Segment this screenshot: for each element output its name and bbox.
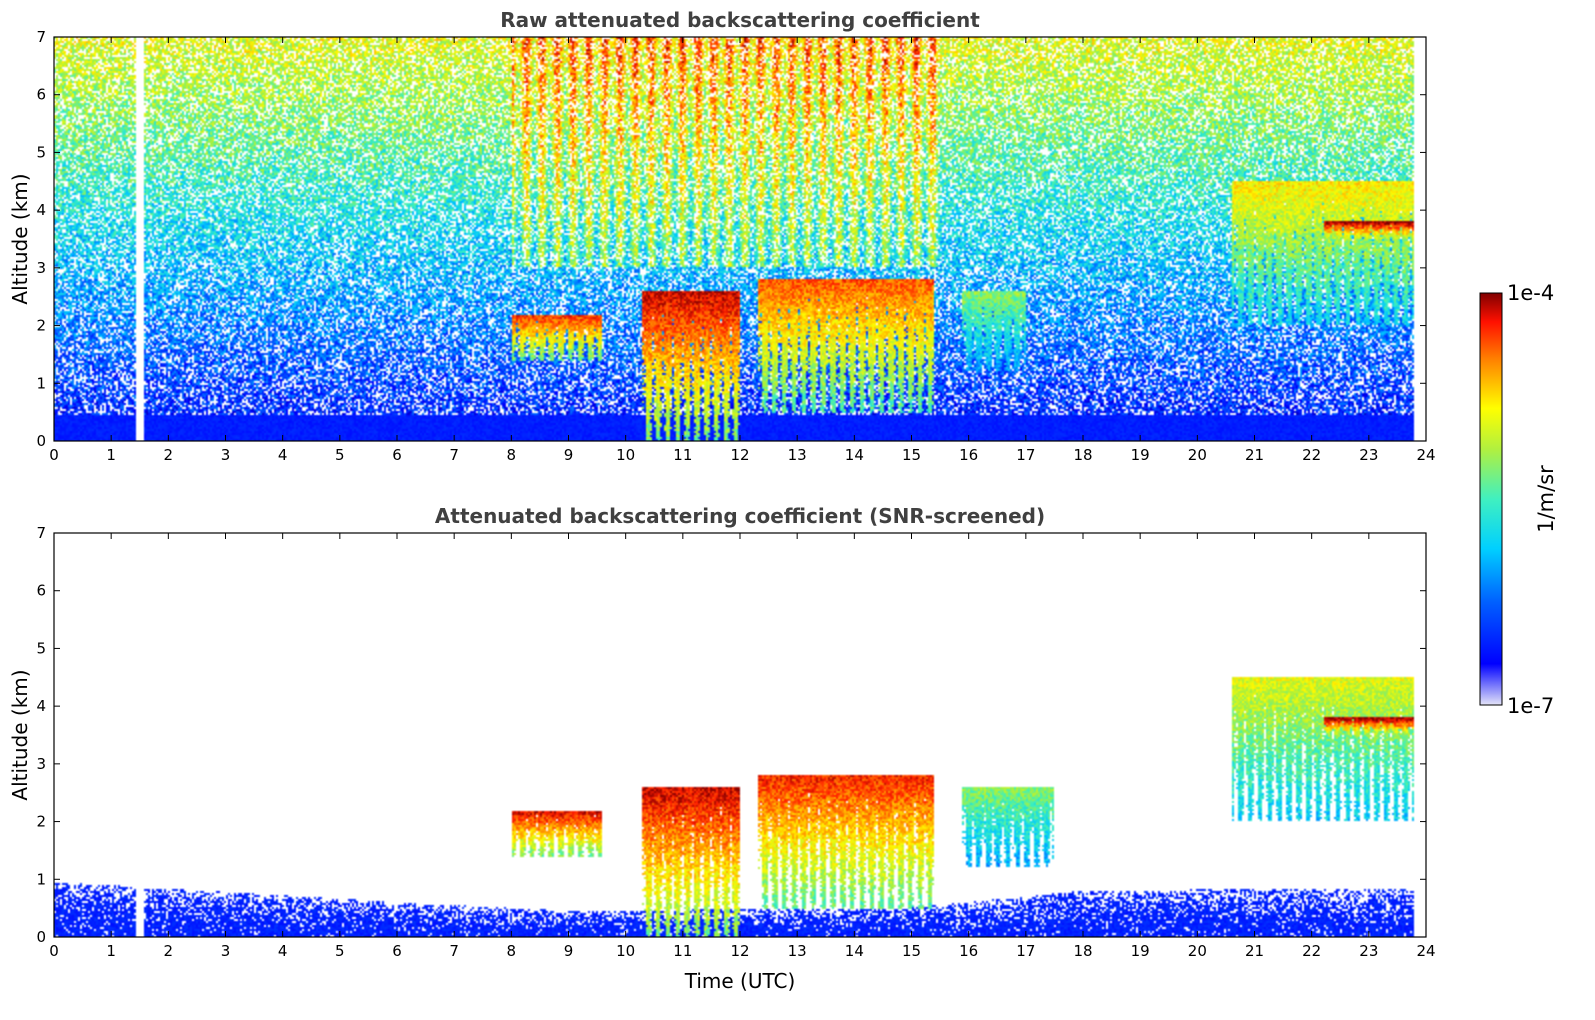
panel2-xtick-label: 1 — [106, 942, 116, 960]
panel1-xtick-label: 23 — [1359, 446, 1378, 464]
panel2-title: Attenuated backscattering coefficient (S… — [435, 504, 1045, 528]
colorbar-unit-label: 1/m/sr — [1534, 465, 1558, 533]
panel1-xtick-label: 16 — [959, 446, 978, 464]
panel1-xtick-label: 15 — [902, 446, 921, 464]
panel2-xtick-label: 5 — [335, 942, 345, 960]
panel2-xtick-label: 24 — [1416, 942, 1435, 960]
panel2-ticks: 0 1 2 3 4 5 6 7 8 9 10 11 12 13 14 15 16 17 18 19 20 21 22 23 24… — [36, 524, 1435, 960]
panel2-ytick-label: 3 — [36, 755, 46, 773]
panel1-heatmap — [54, 37, 1426, 441]
panel1-ytick-label: 4 — [36, 201, 46, 219]
panel2-xtick-label: 23 — [1359, 942, 1378, 960]
colorbar-min-label: 1e-7 — [1507, 694, 1554, 718]
panel2-xtick-label: 12 — [730, 942, 749, 960]
colorbar — [1479, 292, 1503, 706]
panel2-xtick-label: 18 — [1073, 942, 1092, 960]
panel1-ytick-label: 3 — [36, 259, 46, 277]
panel1-xtick-label: 17 — [1016, 446, 1035, 464]
panel2-xtick-label: 3 — [221, 942, 231, 960]
panel1-ytick-label: 6 — [36, 86, 46, 104]
panel2-heatmap — [54, 533, 1426, 937]
panel1-xtick-label: 12 — [730, 446, 749, 464]
panel2-xtick-label: 19 — [1131, 942, 1150, 960]
panel2-xtick-label: 2 — [164, 942, 174, 960]
panel1-xtick-label: 3 — [221, 446, 231, 464]
panel2-xtick-label: 15 — [902, 942, 921, 960]
panel2-xtick-label: 14 — [845, 942, 864, 960]
panel2-xlabel: Time (UTC) — [684, 969, 796, 993]
panel1-xtick-label: 22 — [1302, 446, 1321, 464]
panel2-xtick-label: 16 — [959, 942, 978, 960]
panel1-ylabel: Altitude (km) — [8, 173, 32, 304]
panel2-ytick-label: 7 — [36, 524, 46, 542]
panel2-ytick-label: 6 — [36, 582, 46, 600]
panel1-xtick-label: 14 — [845, 446, 864, 464]
panel1-title: Raw attenuated backscattering coefficien… — [500, 8, 980, 32]
panel2-ytick-label: 2 — [36, 813, 46, 831]
panel1-xtick-label: 0 — [49, 446, 59, 464]
panel2-xtick-label: 22 — [1302, 942, 1321, 960]
panel1-ytick-label: 1 — [36, 374, 46, 392]
panel2-xtick-label: 11 — [673, 942, 692, 960]
panel1-xtick-label: 13 — [788, 446, 807, 464]
panel2-xtick-label: 4 — [278, 942, 288, 960]
panel1-xtick-label: 9 — [564, 446, 574, 464]
panel1-xtick-label: 2 — [164, 446, 174, 464]
panel2-xtick-label: 7 — [449, 942, 459, 960]
panel2-ytick-label: 1 — [36, 870, 46, 888]
panel2-xtick-label: 21 — [1245, 942, 1264, 960]
panel1-xtick-label: 18 — [1073, 446, 1092, 464]
panel2-xtick-label: 8 — [507, 942, 517, 960]
panel1-xtick-label: 10 — [616, 446, 635, 464]
panel1-xtick-label: 20 — [1188, 446, 1207, 464]
panel1-xtick-label: 4 — [278, 446, 288, 464]
panel1-ytick-label: 7 — [36, 28, 46, 46]
panel1-xtick-label: 24 — [1416, 446, 1435, 464]
panel2-ylabel: Altitude (km) — [8, 669, 32, 800]
colorbar-max-label: 1e-4 — [1507, 281, 1554, 305]
panel2-ytick-label: 0 — [36, 928, 46, 946]
panel1-xtick-label: 6 — [392, 446, 402, 464]
panel1-ticks: 0 1 2 3 4 5 6 7 8 9 10 11 12 13 14 15 16 17 18 19 20 21 22 23 24… — [36, 28, 1435, 464]
panel1-ytick-label: 2 — [36, 317, 46, 335]
panel1-xtick-label: 19 — [1131, 446, 1150, 464]
panel1-ytick-label: 5 — [36, 143, 46, 161]
panel1-xtick-label: 1 — [106, 446, 116, 464]
panel2-xtick-label: 10 — [616, 942, 635, 960]
panel2-xtick-label: 0 — [49, 942, 59, 960]
panel1-ytick-label: 0 — [36, 432, 46, 450]
panel2-xtick-label: 6 — [392, 942, 402, 960]
panel1-xtick-label: 11 — [673, 446, 692, 464]
panel1-xtick-label: 8 — [507, 446, 517, 464]
panel1-xtick-label: 7 — [449, 446, 459, 464]
panel2-ytick-label: 5 — [36, 639, 46, 657]
panel2-xtick-label: 20 — [1188, 942, 1207, 960]
panel2-ytick-label: 4 — [36, 697, 46, 715]
panel1-xtick-label: 5 — [335, 446, 345, 464]
panel2-xtick-label: 13 — [788, 942, 807, 960]
panel1-xtick-label: 21 — [1245, 446, 1264, 464]
panel2-xtick-label: 9 — [564, 942, 574, 960]
panel2-xtick-label: 17 — [1016, 942, 1035, 960]
